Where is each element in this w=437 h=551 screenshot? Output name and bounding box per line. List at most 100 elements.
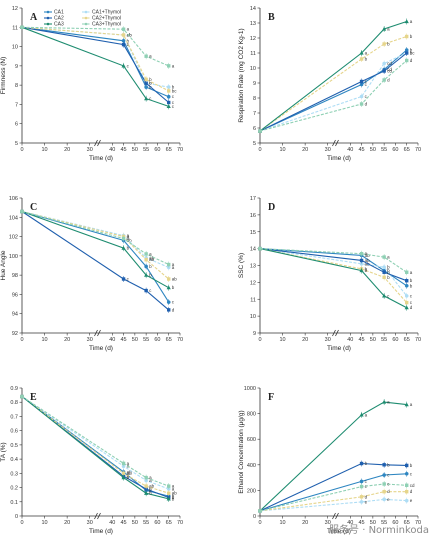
panel-label: F [268,392,274,403]
significance-letter: b [410,278,413,283]
significance-letter: b [149,486,152,491]
x-tick-label: 0 [20,337,23,343]
significance-letter: c [172,94,175,99]
significance-letter: a [149,54,152,59]
series-line [259,483,407,512]
x-tick-label: 60 [392,337,398,343]
axis-break-mark [97,139,101,147]
panel-a: 0 10 20 30 40 45 50 55 60 65 70 5 6 7 8 9 10 11 12 Time (d)… [0,6,183,162]
significance-letter: e [410,498,413,503]
significance-letter: ab [172,277,178,282]
y-tick-label: 11 [250,51,256,57]
series-line [21,26,169,92]
significance-letter: ab [127,238,133,243]
panel-label: D [268,202,275,213]
x-tick-label: 20 [302,147,308,153]
x-tick-label: 0 [20,520,23,526]
x-tick-label: 30 [325,520,331,526]
significance-letter: b [172,85,175,90]
significance-letter: d [410,58,413,63]
significance-letter: a [149,478,152,483]
significance-letter: d [387,489,390,494]
series-line [21,396,169,499]
x-tick-label: 0 [258,147,261,153]
x-tick-label: 0 [258,337,261,343]
significance-letter: b [410,48,413,53]
x-tick-label: 0 [258,520,261,526]
y-tick-label: 10 [250,314,256,320]
significance-letter: a [172,486,175,491]
significance-letter: c [172,104,175,109]
significance-letter: b [387,275,390,280]
series-line [21,26,170,103]
x-tick-label: 30 [87,520,93,526]
significance-letter: c [127,63,130,68]
x-tick-label: 65 [404,337,410,343]
legend-marker [46,22,50,26]
x-tick-label: 30 [87,147,93,153]
significance-letter: bc [172,88,178,93]
significance-letter: c [172,300,175,305]
y-tick-label: 14 [250,247,256,253]
y-tick-label: 0.2 [10,486,18,492]
series-line [259,473,407,512]
legend-marker [84,22,88,26]
y-tick-label: 0.1 [10,500,18,506]
significance-letter: a [127,461,130,466]
x-tick-label: 55 [381,337,387,343]
data-point [258,246,262,251]
x-tick-label: 65 [404,147,410,153]
significance-letter: b [410,51,413,56]
x-tick-label: 55 [143,520,149,526]
x-tick-label: 20 [302,337,308,343]
x-tick-label: 20 [64,337,70,343]
y-axis-label: Ethanol Concentration (μg/g) [238,410,245,493]
significance-letter: cd [387,69,392,74]
y-tick-label: 0.3 [10,471,18,477]
x-tick-label: 45 [121,337,127,343]
legend-marker [46,10,50,14]
x-tick-label: 55 [143,147,149,153]
y-tick-label: 16 [250,213,256,219]
series-line [259,491,407,512]
significance-letter: b [410,283,413,288]
significance-letter: ab [127,469,133,474]
y-tick-label: 0.6 [10,429,18,435]
y-tick-label: 7 [253,111,256,117]
significance-letter: b [365,57,368,62]
significance-letter: b [127,475,130,480]
significance-letter: ab [149,484,155,489]
series-line [259,52,408,132]
significance-letter: a [410,402,413,407]
series-line [259,20,407,132]
significance-letter: b [172,496,175,501]
x-tick-label: 45 [359,337,365,343]
x-tick-label: 45 [359,147,365,153]
legend-marker [84,16,88,20]
significance-letter: c [387,473,390,478]
x-tick-label: 50 [370,337,376,343]
x-tick-label: 40 [109,520,115,526]
x-axis-label: Time (d) [89,345,113,352]
y-tick-label: 0 [253,514,256,520]
axis-break-mark [335,329,339,337]
significance-letter: c [410,300,413,305]
x-tick-label: 70 [177,147,183,153]
y-tick-label: 10 [12,45,18,51]
series-line [259,248,407,309]
significance-letter: b [127,38,130,43]
x-tick-label: 50 [370,520,376,526]
significance-letter: a [172,484,175,489]
y-tick-label: 17 [250,196,256,202]
axis-break-mark [335,512,339,520]
significance-letter: e [365,499,368,504]
x-tick-label: 40 [109,147,115,153]
significance-letter: a [387,255,390,260]
x-tick-label: 65 [166,147,172,153]
y-tick-label: 9 [15,64,18,70]
x-axis-label: Time (d) [327,528,351,535]
y-tick-label: 0.7 [10,414,18,420]
series-line [259,248,408,303]
x-tick-label: 50 [132,337,138,343]
